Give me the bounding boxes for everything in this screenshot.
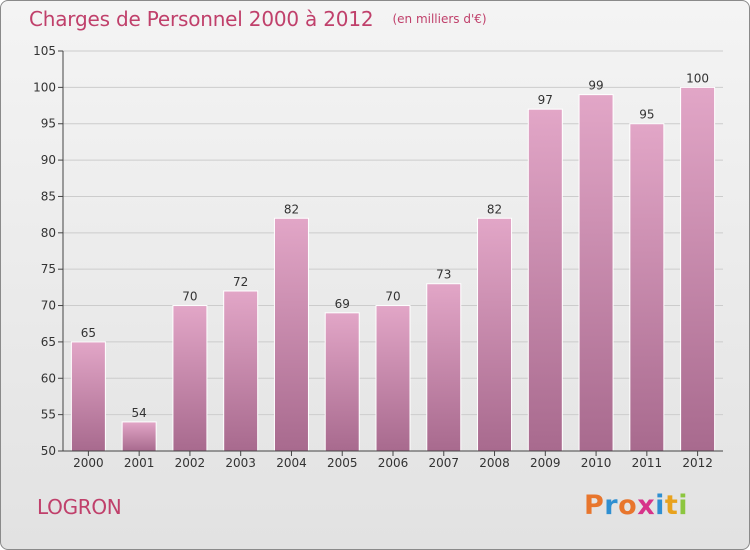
y-tick-label: 60 [41,371,56,385]
logo-letter: P [584,490,605,521]
bar [223,290,259,452]
y-tick-label: 55 [41,408,56,422]
y-tick-label: 50 [41,444,56,458]
bar-value-label: 69 [335,297,350,311]
logo-letter: i [655,490,665,521]
logo-letter: r [604,490,619,521]
logo-letter: i [678,490,689,521]
bar-value-label: 65 [81,326,96,340]
bar-value-label: 100 [686,71,709,85]
x-tick-label: 2006 [378,456,409,470]
x-tick-label: 2007 [428,456,459,470]
bars [70,86,716,452]
bar [426,283,462,452]
bar-value-label: 82 [284,202,299,216]
bar-value-label: 95 [639,108,654,122]
bar-value-label: 73 [436,268,451,282]
bar [680,86,716,452]
bar [324,312,360,452]
x-tick-label: 2000 [73,456,104,470]
x-tick-label: 2011 [632,456,663,470]
bar [70,341,106,452]
bar [375,305,411,452]
location-label: LOGRON [37,495,122,519]
bar-value-label: 70 [385,290,400,304]
bar-value-label: 72 [233,275,248,289]
chart-title: Charges de Personnel 2000 à 2012 [29,7,374,31]
title-row: Charges de Personnel 2000 à 2012 (en mil… [29,7,487,31]
bar [629,123,665,452]
x-tick-label: 2004 [276,456,307,470]
bar-value-label: 82 [487,202,502,216]
logo-letter: o [618,490,638,521]
y-tick-label: 105 [33,44,56,58]
bar [527,108,563,452]
y-tick-label: 65 [41,335,56,349]
x-tick-label: 2005 [327,456,358,470]
bar [172,305,208,452]
x-tick-label: 2008 [479,456,510,470]
y-tick-label: 90 [41,153,56,167]
x-tick-label: 2001 [124,456,155,470]
y-tick-label: 95 [41,117,56,131]
data-labels: 65 54 70 72 82 69 70 73 82 97 99 95 100 [81,71,709,420]
bar [121,421,157,452]
bar-value-label: 99 [588,79,603,93]
y-tick-label: 85 [41,189,56,203]
logo-letter: x [637,490,656,521]
y-tick-label: 70 [41,299,56,313]
x-tick-label: 2003 [225,456,256,470]
bar [477,217,513,452]
bar [273,217,309,452]
bar-value-label: 70 [182,290,197,304]
proxiti-logo[interactable]: Proxiti [584,490,688,521]
y-tick-label: 80 [41,226,56,240]
x-tick-label: 2010 [581,456,612,470]
x-tick-label: 2012 [682,456,713,470]
axes: 50 55 60 65 70 75 80 85 90 95 100 105 2000 2001 2002 20… [33,44,723,470]
y-tick-label: 100 [33,80,56,94]
bar-value-label: 97 [538,93,553,107]
x-tick-label: 2009 [530,456,561,470]
y-tick-label: 75 [41,262,56,276]
chart-subtitle: (en milliers d'€) [392,12,487,26]
bar [578,94,614,452]
bar-value-label: 54 [132,406,147,420]
x-tick-label: 2002 [175,456,206,470]
logo-letter: t [664,490,679,521]
